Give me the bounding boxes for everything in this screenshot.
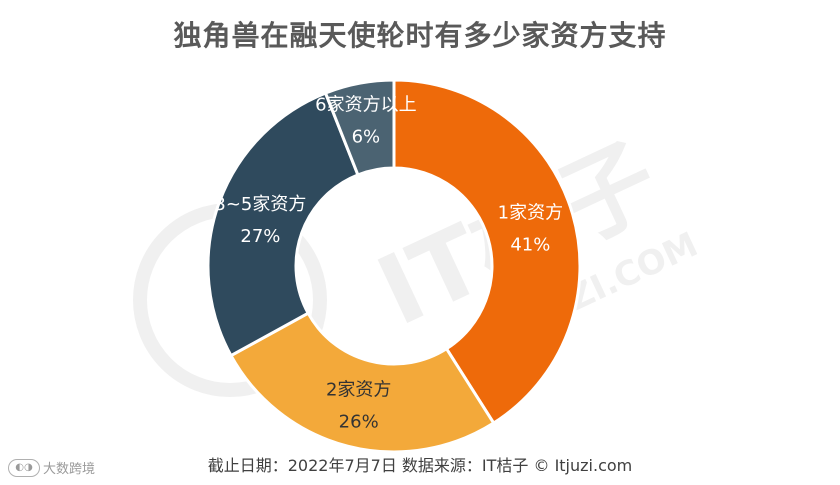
slice-category-label: 1家资方 xyxy=(498,202,563,223)
donut-slice xyxy=(228,311,496,454)
labels-group: 1家资方 41% 2家资方 26% 3~5家资方 27% 6家资方以上 6% xyxy=(214,95,563,433)
slice-value-label: 41% xyxy=(510,234,550,255)
slice-category-label: 6家资方以上 xyxy=(315,95,416,116)
slice-category-label: 2家资方 xyxy=(326,380,391,401)
brand-logo-text: 大数跨境 xyxy=(43,462,96,477)
slices-group xyxy=(206,78,582,454)
slice-value-label: 6% xyxy=(352,127,381,148)
donut-slice xyxy=(323,78,396,177)
source-note: 截止日期：2022年7月7日 数据来源：IT桔子 © Itjuzi.com xyxy=(207,456,633,475)
slice-value-label: 27% xyxy=(240,226,280,247)
donut-slice xyxy=(206,91,360,358)
slice-category-label: 3~5家资方 xyxy=(214,194,306,215)
chart-title: 独角兽在融天使轮时有多少家资方支持 xyxy=(173,19,667,52)
donut-slice xyxy=(392,78,582,426)
slice-value-label: 26% xyxy=(339,412,379,433)
brand-logo-icon: ◐◑ xyxy=(8,458,40,477)
brand-logo: ◐◑ 大数跨境 xyxy=(8,458,95,477)
